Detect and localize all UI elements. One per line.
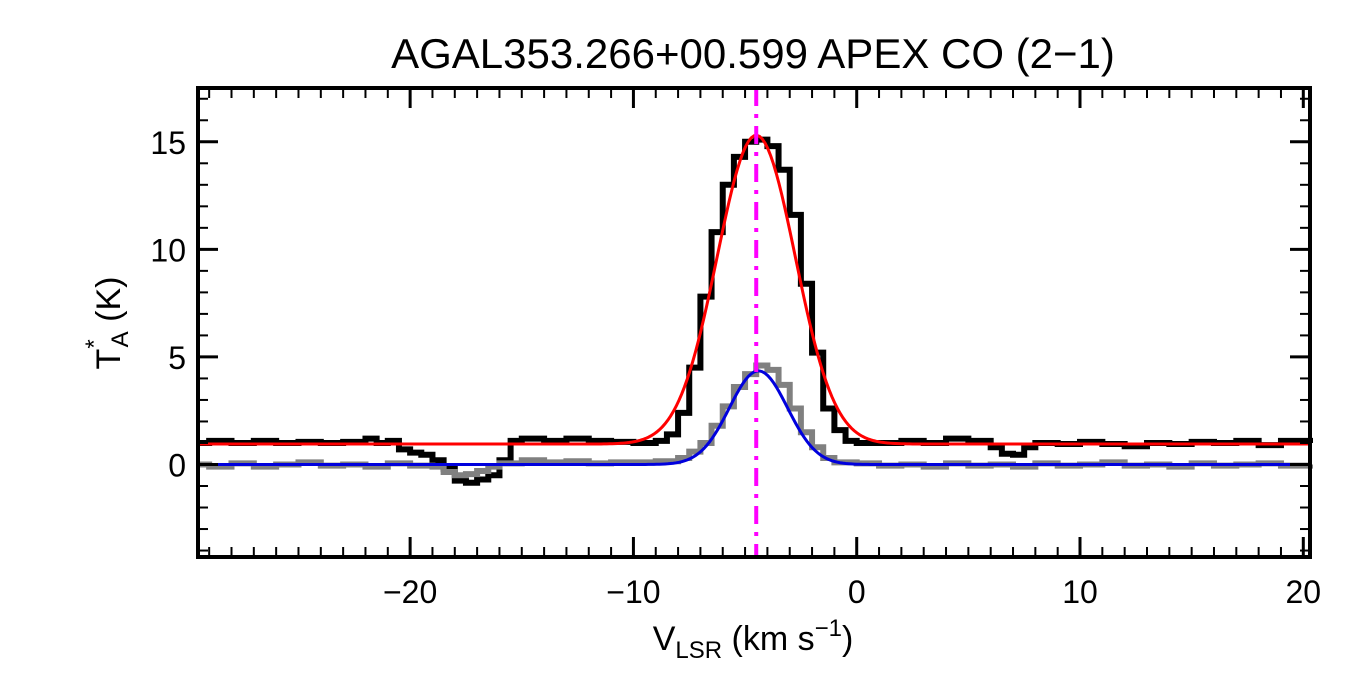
plot-frame bbox=[196, 86, 1312, 559]
x-tick-label: 10 bbox=[1062, 574, 1098, 610]
y-axis-label-main: T bbox=[90, 349, 128, 370]
x-axis-label-unit: (km s bbox=[722, 620, 815, 658]
plot-content bbox=[198, 88, 1313, 557]
axis-tick-labels: −20 −10 0 10 20 0 5 10 15 bbox=[150, 125, 1321, 610]
spectrum-step-series-0 bbox=[198, 136, 1313, 486]
y-axis-label: T*A (K) bbox=[81, 277, 134, 370]
gaussian-fit-series-2 bbox=[198, 133, 1310, 446]
y-tick-label: 5 bbox=[168, 340, 186, 376]
y-axis-label-sup: * bbox=[81, 339, 108, 348]
x-tick-label: −10 bbox=[606, 574, 660, 610]
spectrum-step-series-1 bbox=[198, 362, 1313, 479]
x-axis-label-unit-end: ) bbox=[842, 620, 853, 658]
axis-ticks bbox=[198, 88, 1310, 557]
x-tick-label: 0 bbox=[848, 574, 866, 610]
y-tick-label: 10 bbox=[150, 232, 186, 268]
y-axis-label-sub: A bbox=[107, 331, 134, 347]
chart-title: AGAL353.266+00.599 APEX CO (2−1) bbox=[391, 30, 1115, 77]
gaussian-fit-series-3 bbox=[198, 369, 1310, 466]
x-tick-label: 20 bbox=[1286, 574, 1322, 610]
x-axis-label-unit-sup: −1 bbox=[815, 615, 842, 642]
x-axis-label-main: V bbox=[653, 620, 676, 658]
y-axis-label-unit: (K) bbox=[90, 277, 128, 332]
y-tick-label: 15 bbox=[150, 125, 186, 161]
x-axis-label-sub: LSR bbox=[675, 637, 722, 664]
x-tick-label: −20 bbox=[383, 574, 437, 610]
y-tick-label: 0 bbox=[168, 447, 186, 483]
x-axis-label: VLSR (km s−1) bbox=[653, 615, 854, 664]
